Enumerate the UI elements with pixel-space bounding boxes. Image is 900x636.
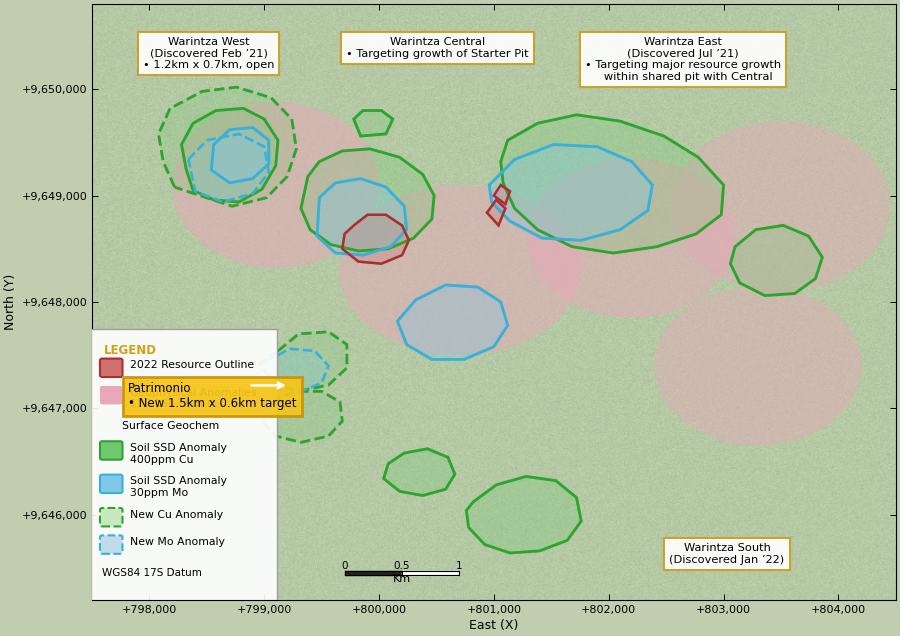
Text: LEGEND: LEGEND bbox=[104, 343, 157, 357]
Polygon shape bbox=[494, 185, 510, 204]
Text: Soil SSD Anomaly
30ppm Mo: Soil SSD Anomaly 30ppm Mo bbox=[130, 476, 227, 498]
Text: Surface Geochem: Surface Geochem bbox=[122, 421, 219, 431]
Text: 0: 0 bbox=[341, 562, 347, 572]
Polygon shape bbox=[259, 349, 328, 394]
Polygon shape bbox=[731, 225, 823, 296]
Text: 2022 Resource Outline: 2022 Resource Outline bbox=[130, 361, 254, 370]
Polygon shape bbox=[490, 144, 652, 240]
Text: Warintza East
(Discovered Jul ’21)
• Targeting major resource growth
   within s: Warintza East (Discovered Jul ’21) • Tar… bbox=[585, 37, 781, 82]
Polygon shape bbox=[342, 215, 409, 264]
FancyBboxPatch shape bbox=[100, 386, 122, 404]
FancyBboxPatch shape bbox=[100, 508, 122, 527]
FancyBboxPatch shape bbox=[100, 536, 122, 554]
Ellipse shape bbox=[654, 286, 861, 446]
FancyBboxPatch shape bbox=[88, 329, 277, 600]
Ellipse shape bbox=[528, 158, 735, 318]
Text: New Mo Anomaly: New Mo Anomaly bbox=[130, 537, 225, 547]
Polygon shape bbox=[259, 332, 346, 391]
Polygon shape bbox=[317, 179, 407, 255]
X-axis label: East (X): East (X) bbox=[469, 619, 518, 632]
FancyBboxPatch shape bbox=[100, 441, 122, 460]
Text: WGS84 17S Datum: WGS84 17S Datum bbox=[103, 567, 202, 577]
Text: Warintza Central
• Targeting growth of Starter Pit: Warintza Central • Targeting growth of S… bbox=[346, 37, 529, 59]
Ellipse shape bbox=[172, 102, 379, 268]
Polygon shape bbox=[301, 149, 434, 251]
Polygon shape bbox=[158, 87, 296, 206]
Polygon shape bbox=[398, 285, 508, 359]
Polygon shape bbox=[212, 128, 269, 183]
Text: New Cu Anomaly: New Cu Anomaly bbox=[130, 509, 223, 520]
Text: Patrimonio
• New 1.5km x 0.6km target: Patrimonio • New 1.5km x 0.6km target bbox=[128, 382, 297, 410]
Polygon shape bbox=[500, 114, 724, 253]
Text: Warintza West
(Discovered Feb ’21)
• 1.2km x 0.7km, open: Warintza West (Discovered Feb ’21) • 1.2… bbox=[143, 37, 274, 70]
Polygon shape bbox=[188, 134, 269, 202]
Polygon shape bbox=[383, 449, 454, 495]
Polygon shape bbox=[182, 108, 278, 202]
FancyBboxPatch shape bbox=[100, 359, 122, 377]
Y-axis label: North (Y): North (Y) bbox=[4, 274, 17, 330]
FancyBboxPatch shape bbox=[100, 474, 122, 493]
Text: Geophysical Anomalies
125-166 ohm-m: Geophysical Anomalies 125-166 ohm-m bbox=[130, 388, 256, 410]
Text: Soil SSD Anomaly
400ppm Cu: Soil SSD Anomaly 400ppm Cu bbox=[130, 443, 227, 465]
Text: 0.5: 0.5 bbox=[394, 562, 410, 572]
Text: Warintza South
(Discovered Jan ’22): Warintza South (Discovered Jan ’22) bbox=[670, 543, 785, 565]
Polygon shape bbox=[105, 370, 147, 400]
Ellipse shape bbox=[672, 121, 890, 291]
Polygon shape bbox=[466, 476, 581, 553]
Ellipse shape bbox=[339, 185, 580, 355]
Polygon shape bbox=[487, 200, 506, 225]
Text: 1: 1 bbox=[456, 562, 463, 572]
Polygon shape bbox=[354, 111, 392, 136]
Polygon shape bbox=[262, 391, 342, 443]
Text: Km: Km bbox=[393, 574, 411, 584]
